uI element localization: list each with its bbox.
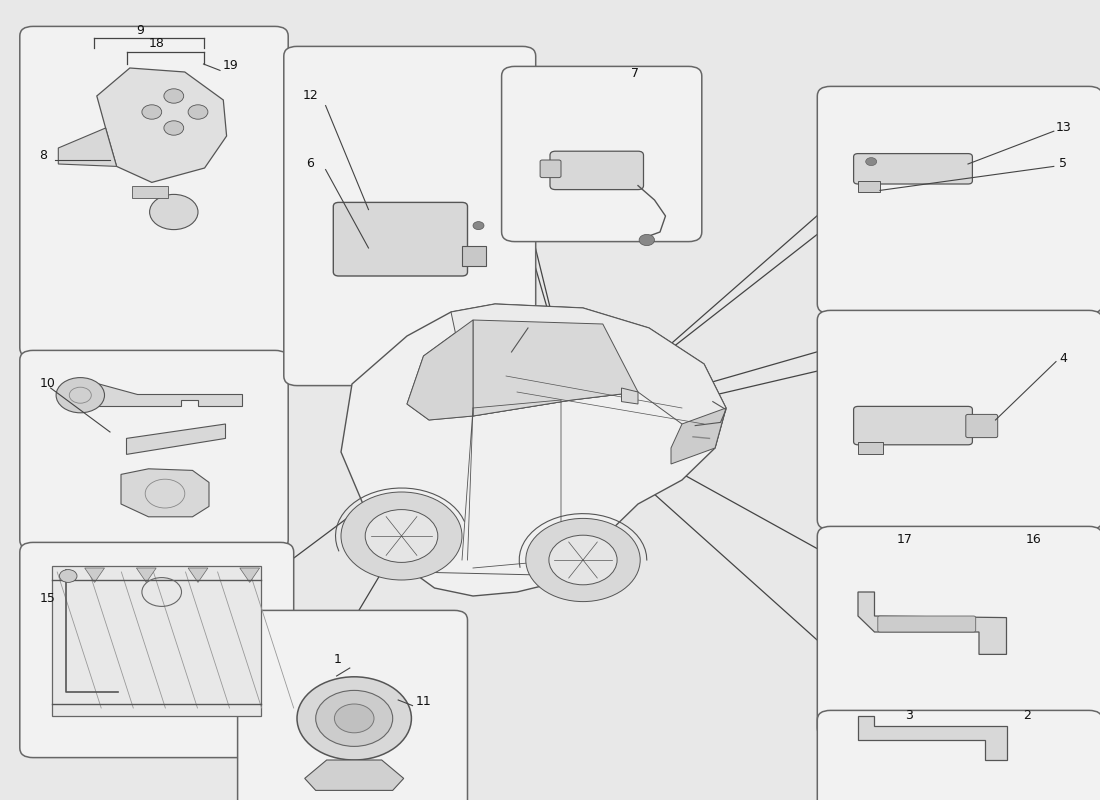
Circle shape: [164, 121, 184, 135]
Polygon shape: [858, 716, 1006, 760]
Circle shape: [59, 570, 77, 582]
Text: 1: 1: [333, 653, 341, 666]
Text: 3: 3: [905, 709, 913, 722]
Text: 10: 10: [40, 378, 55, 390]
Text: 4: 4: [1059, 352, 1067, 365]
Circle shape: [639, 234, 654, 246]
Polygon shape: [462, 246, 486, 266]
FancyBboxPatch shape: [966, 414, 998, 438]
FancyBboxPatch shape: [817, 310, 1100, 530]
Circle shape: [297, 677, 411, 760]
Circle shape: [866, 158, 877, 166]
FancyBboxPatch shape: [540, 160, 561, 178]
Text: 19: 19: [222, 59, 238, 72]
Polygon shape: [132, 186, 168, 198]
Polygon shape: [58, 128, 117, 166]
Polygon shape: [240, 568, 260, 582]
Polygon shape: [85, 568, 104, 582]
Text: 2: 2: [1023, 709, 1031, 722]
Circle shape: [365, 510, 438, 562]
Polygon shape: [858, 592, 1006, 654]
Polygon shape: [97, 68, 227, 182]
Text: 17: 17: [896, 533, 912, 546]
Text: 15: 15: [40, 592, 55, 605]
Polygon shape: [305, 760, 404, 790]
Polygon shape: [858, 442, 883, 454]
FancyBboxPatch shape: [854, 406, 972, 445]
Polygon shape: [136, 568, 156, 582]
Circle shape: [473, 222, 484, 230]
Text: 6: 6: [306, 157, 313, 170]
Polygon shape: [858, 181, 880, 192]
FancyBboxPatch shape: [20, 350, 288, 550]
Polygon shape: [94, 382, 242, 406]
Polygon shape: [473, 320, 638, 416]
FancyBboxPatch shape: [854, 154, 972, 184]
FancyBboxPatch shape: [238, 610, 468, 800]
Circle shape: [56, 378, 104, 413]
FancyBboxPatch shape: [550, 151, 644, 190]
Polygon shape: [121, 469, 209, 517]
Circle shape: [341, 492, 462, 580]
Text: 13: 13: [1056, 122, 1071, 134]
Circle shape: [164, 89, 184, 103]
Polygon shape: [671, 408, 726, 464]
Text: 16: 16: [1025, 533, 1041, 546]
FancyBboxPatch shape: [333, 202, 468, 276]
Text: 9: 9: [135, 24, 144, 37]
FancyBboxPatch shape: [20, 542, 294, 758]
Polygon shape: [188, 568, 208, 582]
FancyBboxPatch shape: [817, 526, 1100, 738]
Circle shape: [142, 105, 162, 119]
Polygon shape: [52, 566, 261, 716]
Text: 12: 12: [302, 90, 318, 102]
FancyBboxPatch shape: [817, 710, 1100, 800]
Circle shape: [526, 518, 640, 602]
Polygon shape: [451, 304, 726, 448]
Circle shape: [188, 105, 208, 119]
FancyBboxPatch shape: [20, 26, 288, 358]
Text: 8: 8: [40, 150, 47, 162]
Polygon shape: [126, 424, 226, 454]
FancyBboxPatch shape: [817, 86, 1100, 314]
Circle shape: [316, 690, 393, 746]
FancyBboxPatch shape: [878, 616, 976, 632]
Polygon shape: [407, 320, 473, 420]
Text: 11: 11: [416, 695, 431, 708]
Polygon shape: [621, 388, 638, 404]
Polygon shape: [341, 304, 726, 596]
Circle shape: [549, 535, 617, 585]
FancyBboxPatch shape: [284, 46, 536, 386]
Circle shape: [334, 704, 374, 733]
Text: 5: 5: [1059, 157, 1067, 170]
Polygon shape: [407, 312, 649, 420]
Text: 18: 18: [148, 38, 164, 50]
Circle shape: [150, 194, 198, 230]
FancyBboxPatch shape: [502, 66, 702, 242]
Text: 7: 7: [631, 67, 639, 80]
